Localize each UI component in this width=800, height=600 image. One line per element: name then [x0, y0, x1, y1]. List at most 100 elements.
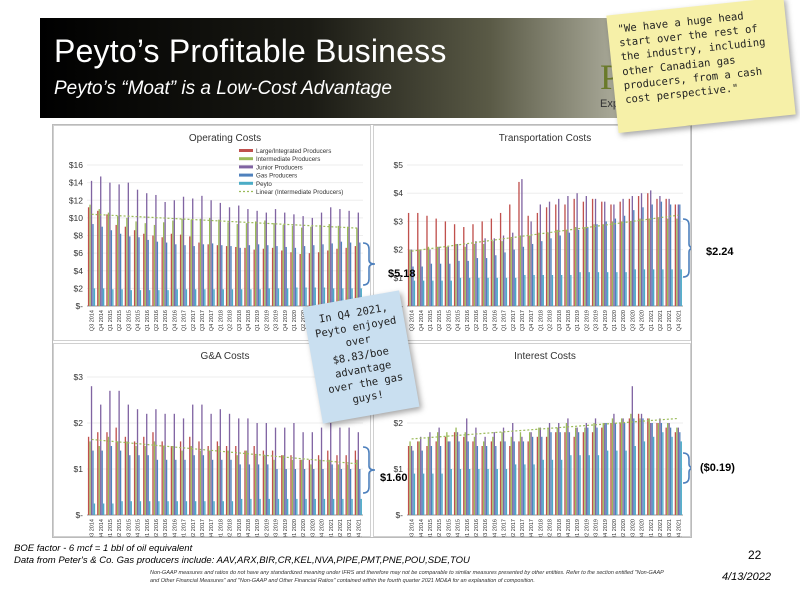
bar — [219, 409, 221, 515]
footer-disclaimer: Non-GAAP measures and ratios do not have… — [150, 570, 664, 584]
bar — [648, 418, 650, 515]
bar — [254, 221, 257, 306]
legend-swatch — [239, 165, 253, 169]
bar — [138, 237, 140, 306]
bar — [257, 244, 260, 306]
callout-ga: $1.60 — [380, 472, 408, 484]
bar — [459, 277, 462, 306]
bar — [614, 218, 617, 306]
sticky-note-advantage: In Q4 2021, Peyto enjoyed over $8.83/boe… — [302, 290, 420, 424]
bar — [317, 252, 320, 306]
x-tick-label: Q4 2014 — [99, 519, 105, 537]
x-tick-label: Q3 2015 — [446, 519, 452, 537]
bar — [620, 418, 623, 515]
bar — [303, 469, 306, 515]
bar — [225, 446, 228, 515]
x-tick-label: Q4 2017 — [209, 519, 215, 537]
bar — [495, 446, 497, 515]
bar — [199, 450, 202, 515]
x-tick-label: Q1 2019 — [255, 310, 261, 331]
bar — [559, 432, 561, 515]
bar — [360, 498, 362, 515]
bar — [164, 202, 166, 306]
bar — [602, 224, 604, 306]
bar — [467, 441, 469, 515]
bar — [225, 246, 228, 306]
bar — [505, 277, 508, 306]
bar — [650, 423, 652, 515]
bar — [218, 219, 220, 306]
bar — [444, 436, 447, 515]
x-tick-label: Q2 2015 — [437, 310, 443, 331]
bar — [158, 501, 160, 515]
bar — [496, 469, 498, 515]
x-tick-label: Q1 2019 — [575, 310, 581, 331]
bar — [138, 455, 140, 515]
bar — [472, 224, 474, 306]
bar — [274, 427, 277, 515]
bar — [429, 432, 431, 515]
bar — [244, 247, 246, 306]
bar — [257, 464, 260, 515]
bar — [244, 450, 246, 515]
bar — [247, 209, 249, 306]
bar — [668, 198, 670, 306]
x-tick-label: Q2 2015 — [117, 519, 123, 537]
bar — [478, 277, 480, 306]
bar — [152, 235, 154, 306]
bar — [551, 274, 554, 306]
bar — [107, 212, 110, 306]
bar — [330, 207, 332, 306]
bar — [248, 245, 251, 306]
bar — [558, 423, 560, 515]
bar — [656, 423, 658, 515]
bar — [528, 235, 531, 306]
bar — [630, 221, 632, 306]
bar — [637, 196, 640, 306]
bar — [642, 418, 644, 515]
bar — [536, 212, 539, 306]
bar — [669, 427, 672, 515]
bar — [144, 446, 146, 515]
y-tick-label: $10 — [69, 213, 83, 223]
bar — [611, 418, 614, 515]
bar — [129, 236, 131, 306]
bar — [345, 247, 347, 306]
y-tick-label: $12 — [69, 195, 83, 205]
y-tick-label: $14 — [69, 178, 83, 188]
bar — [308, 253, 311, 307]
bar — [492, 436, 494, 515]
x-tick-label: Q3 2016 — [483, 519, 489, 537]
bar — [639, 218, 641, 306]
bar — [193, 246, 195, 306]
bar — [221, 459, 223, 515]
bar — [668, 423, 670, 515]
bar — [501, 432, 503, 515]
bar — [413, 280, 416, 306]
x-tick-label: Q3 2017 — [200, 519, 206, 537]
bar — [432, 473, 434, 515]
bar — [481, 446, 483, 515]
x-tick-label: Q2 2017 — [191, 519, 197, 537]
x-tick-label: Q1 2021 — [649, 519, 655, 537]
bar — [472, 441, 474, 515]
bar — [119, 450, 122, 515]
x-tick-label: Q2 2021 — [338, 519, 344, 537]
x-tick-label: Q3 2018 — [557, 519, 563, 537]
bar — [493, 432, 495, 515]
bar — [277, 498, 280, 515]
bar — [536, 436, 539, 515]
bar — [222, 289, 224, 306]
x-tick-label: Q2 2019 — [584, 310, 590, 331]
bar — [359, 242, 361, 306]
bar — [650, 190, 652, 306]
bar — [202, 244, 205, 306]
x-tick-label: Q4 2016 — [172, 310, 178, 331]
bar — [501, 241, 503, 306]
bar — [259, 498, 261, 515]
bar — [106, 214, 108, 306]
bar — [519, 432, 522, 515]
bar — [577, 229, 580, 306]
bar — [421, 450, 423, 515]
x-tick-label: Q4 2021 — [676, 519, 682, 537]
